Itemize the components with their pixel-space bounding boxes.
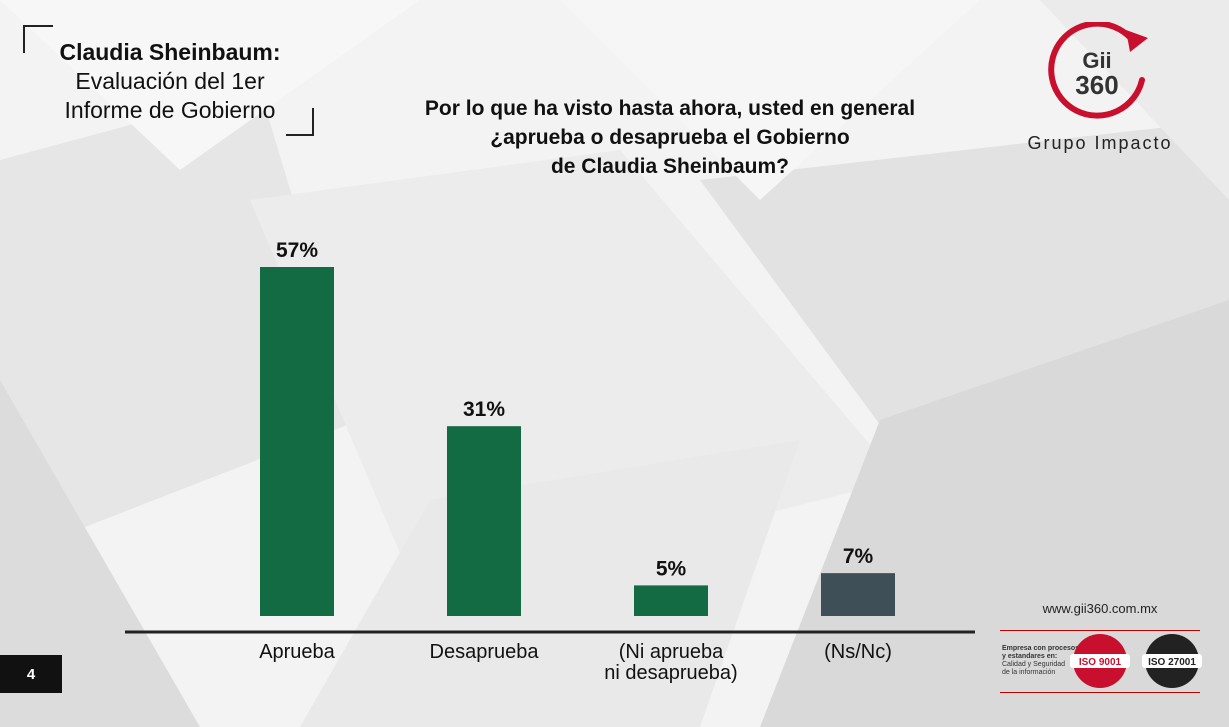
- bar-3: [821, 573, 895, 616]
- bar-1: [447, 426, 521, 616]
- gii360-logo: Gii 360: [1048, 22, 1148, 119]
- data-label-0: 57%: [276, 239, 318, 262]
- header-subtitle-line-1: Evaluación del 1er: [75, 68, 265, 94]
- website-url[interactable]: www.gii360.com.mx: [1042, 601, 1158, 616]
- logo-text-gii: Gii: [1082, 48, 1111, 73]
- iso-9001-badge-band: [1070, 654, 1130, 668]
- category-label-0: Aprueba: [259, 641, 335, 663]
- iso-9001-label: ISO 9001: [1079, 657, 1122, 668]
- header-subtitle-line-2: Informe de Gobierno: [64, 97, 276, 123]
- cert-line-1: Calidad y Seguridad: [1002, 661, 1066, 668]
- header-title: Claudia Sheinbaum:: [59, 39, 281, 65]
- bar-0: [260, 267, 334, 616]
- logo-ring: [1048, 22, 1145, 119]
- cert-bold-line-2: y estandares en:: [1002, 653, 1058, 660]
- cert-line-2: de la información: [1002, 669, 1056, 676]
- header-corner-top-left: [23, 25, 53, 53]
- iso-27001-badge-band: [1142, 654, 1202, 668]
- page-number: 4: [0, 655, 62, 693]
- question-line-3: de Claudia Sheinbaum?: [550, 155, 790, 178]
- iso-badges: ISO 9001 ISO 27001: [1070, 634, 1202, 688]
- logo-text-360: 360: [1075, 70, 1118, 100]
- iso-27001-label: ISO 27001: [1148, 657, 1196, 668]
- category-label-2-line-2: ni desaprueba): [604, 662, 737, 684]
- footer-divider-bottom: [1000, 692, 1200, 693]
- data-label-3: 7%: [843, 545, 874, 568]
- footer-divider-top: [1000, 630, 1200, 631]
- category-label-3: (Ns/Nc): [824, 641, 892, 663]
- header-corner-bottom-right: [286, 108, 314, 136]
- category-label-1: Desaprueba: [430, 641, 540, 663]
- survey-question: Por lo que ha visto hasta ahora, usted e…: [370, 94, 970, 181]
- category-label-2: (Ni aprueba: [619, 641, 724, 663]
- logo-arrow-icon: [1126, 30, 1148, 52]
- logo-tagline: Grupo Impacto: [1027, 133, 1173, 153]
- question-line-2: ¿aprueba o desaprueba el Gobierno: [490, 126, 850, 149]
- certification-text: Empresa con procesos y estandares en: Ca…: [1002, 645, 1082, 677]
- data-label-1: 31%: [463, 398, 505, 421]
- question-line-1: Por lo que ha visto hasta ahora, usted e…: [424, 97, 916, 120]
- data-label-2: 5%: [656, 557, 687, 580]
- cert-bold-line-1: Empresa con procesos: [1002, 645, 1080, 652]
- bar-2: [634, 585, 708, 616]
